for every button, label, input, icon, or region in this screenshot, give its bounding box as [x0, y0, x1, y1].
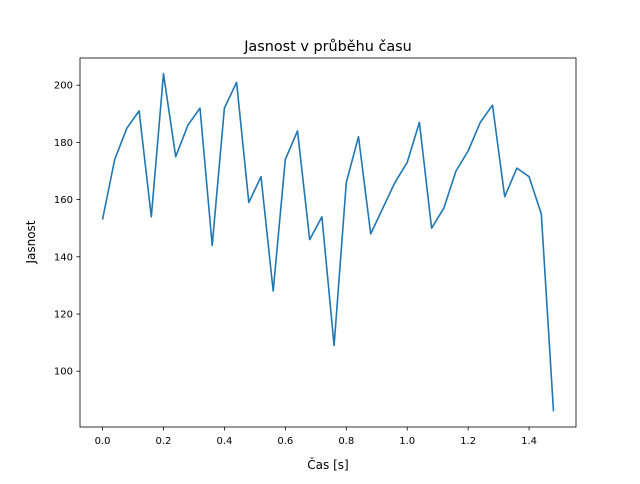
x-tick-label: 0.2: [156, 436, 172, 447]
y-ticks: 100 120 140 160 180 200: [54, 81, 80, 378]
y-tick-label: 200: [54, 81, 73, 92]
y-tick-label: 180: [54, 138, 73, 149]
x-tick-label: 1.2: [460, 436, 476, 447]
series-line-jasnost: [101, 72, 555, 412]
x-tick-label: 1.4: [521, 436, 537, 447]
y-tick-label: 100: [54, 367, 73, 378]
chart-title: Jasnost v průběhu času: [243, 39, 412, 55]
x-ticks: 0.0 0.2 0.4 0.6 0.8 1.0 1.2 1.4: [95, 427, 537, 447]
plot-area-frame: [79, 57, 577, 428]
x-tick-label: 0.8: [338, 436, 354, 447]
x-axis-label: Čas [s]: [307, 457, 348, 472]
y-axis-label: Jasnost: [24, 220, 38, 264]
y-tick-label: 160: [54, 195, 73, 206]
y-tick-label: 140: [54, 252, 73, 263]
x-tick-label: 0.4: [216, 436, 232, 447]
x-tick-label: 0.6: [277, 436, 293, 447]
x-tick-label: 0.0: [95, 436, 111, 447]
x-tick-label: 1.0: [399, 436, 415, 447]
y-tick-label: 120: [54, 310, 73, 321]
